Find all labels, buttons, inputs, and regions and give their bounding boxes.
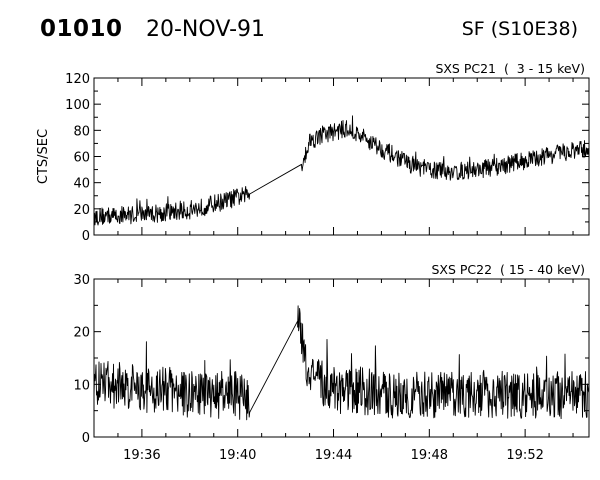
y-tick-label: 0 xyxy=(82,431,90,446)
y-tick-label: 10 xyxy=(73,378,90,393)
y-tick-label: 20 xyxy=(73,326,90,341)
x-tick-label: 19:48 xyxy=(411,448,448,463)
panel-1: SXS PC21 ( 3 - 15 keV) 0 20 40 60 80 100 120 CTS… xyxy=(36,61,590,244)
series-line xyxy=(93,115,590,226)
x-tick-label: 19:44 xyxy=(315,448,352,463)
panel-2: SXS PC22 ( 15 - 40 keV) 0 10 20 30 19:36 19:40… xyxy=(73,262,590,463)
event-date: 20-NOV-91 xyxy=(146,17,266,42)
x-tick-label: 19:36 xyxy=(123,448,160,463)
y-tick-label: 120 xyxy=(65,72,90,87)
x-tick-label: 19:40 xyxy=(219,448,256,463)
x-tick-label: 19:52 xyxy=(506,448,543,463)
y-tick-label: 30 xyxy=(73,273,90,288)
y-tick-label: 40 xyxy=(73,177,90,192)
y-tick-label: 20 xyxy=(73,203,90,218)
flare-location: SF (S10E38) xyxy=(461,18,578,40)
plot-frame xyxy=(93,278,590,438)
panel-title: SXS PC21 ( 3 - 15 keV) xyxy=(435,61,585,76)
y-tick-label: 80 xyxy=(73,124,90,139)
event-id: 01010 xyxy=(40,16,123,42)
y-axis-label: CTS/SEC xyxy=(36,129,51,184)
y-tick-label: 60 xyxy=(73,151,90,166)
y-tick-label: 100 xyxy=(65,98,90,113)
series-line xyxy=(93,305,590,421)
y-tick-label: 0 xyxy=(82,229,90,244)
panel-title: SXS PC22 ( 15 - 40 keV) xyxy=(431,262,585,277)
